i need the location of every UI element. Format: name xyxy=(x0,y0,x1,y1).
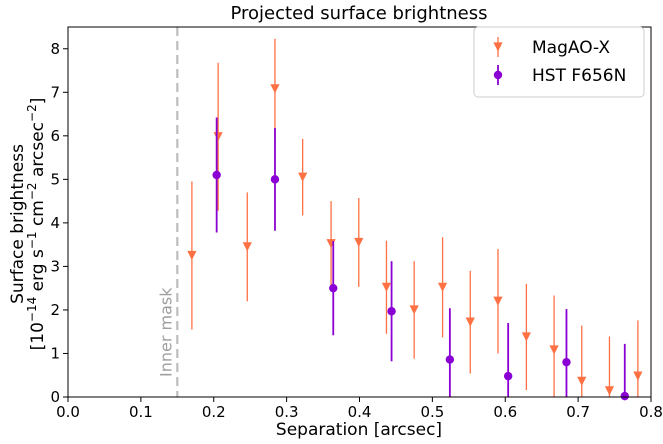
x-tick-label: 0.3 xyxy=(275,403,299,421)
legend-marker xyxy=(493,70,503,80)
data-point xyxy=(577,376,587,386)
legend: MagAO-X HST F656N xyxy=(473,26,645,98)
y-label-exponent: −2 xyxy=(25,104,39,122)
x-tick-label: 0.8 xyxy=(639,403,663,421)
data-point xyxy=(326,239,336,249)
data-point xyxy=(549,345,559,355)
legend-marker xyxy=(493,42,503,52)
series-hst xyxy=(212,117,629,401)
data-point xyxy=(242,242,252,252)
y-axis-label-line2: [10−14 erg s−1 cm−2 arcsec−2] xyxy=(25,98,48,351)
data-point xyxy=(212,170,221,180)
data-point xyxy=(387,307,396,316)
y-tick-label: 1 xyxy=(50,344,60,362)
x-tick-label: 0.7 xyxy=(566,403,590,421)
y-tick-label: 6 xyxy=(50,127,60,145)
x-tick-label: 0.4 xyxy=(348,403,372,421)
data-point xyxy=(298,172,308,182)
y-tick-label: 4 xyxy=(50,214,60,232)
data-point xyxy=(493,296,503,306)
y-tick-label: 2 xyxy=(50,301,60,319)
axes: 0.0 0.1 0.2 0.3 0.4 0.5 0.6 0.7 0.8 0 1 2 3 4 5 6 7 8 xyxy=(50,26,663,421)
data-point xyxy=(409,305,419,315)
y-label-text: ] xyxy=(28,98,48,105)
data-point xyxy=(465,317,475,327)
y-label-exponent: −14 xyxy=(25,297,39,322)
data-point xyxy=(562,357,571,367)
series-magaox xyxy=(187,38,643,397)
legend-label: HST F656N xyxy=(532,66,626,86)
x-tick-label: 0.2 xyxy=(202,403,226,421)
y-label-text: cm xyxy=(28,200,48,231)
y-axis-label-line1: Surface brightness xyxy=(8,144,28,304)
plot-area: Inner mask xyxy=(156,27,643,401)
y-tick-label: 8 xyxy=(50,40,60,58)
y-label-exponent: −1 xyxy=(25,231,39,249)
data-point xyxy=(503,371,513,381)
y-tick-label: 7 xyxy=(50,83,60,101)
data-point xyxy=(354,237,364,248)
data-point xyxy=(329,283,338,293)
y-label-text: erg s xyxy=(28,249,48,297)
data-point xyxy=(270,84,280,94)
data-point xyxy=(445,355,455,364)
data-point xyxy=(213,132,223,142)
y-tick-label: 3 xyxy=(50,257,60,275)
y-tick-label: 5 xyxy=(50,170,60,188)
x-tick-label: 0.6 xyxy=(493,403,517,421)
data-point xyxy=(270,175,280,184)
data-point xyxy=(187,250,197,261)
legend-box xyxy=(473,26,645,98)
data-point xyxy=(620,391,629,401)
legend-label: MagAO-X xyxy=(532,38,610,58)
y-label-text: [10 xyxy=(28,322,48,350)
y-label-exponent: −2 xyxy=(25,182,39,200)
data-point xyxy=(521,332,531,342)
legend-entry-hst: HST F656N xyxy=(493,65,626,86)
inner-mask-label: Inner mask xyxy=(156,287,175,377)
y-label-text: arcsec xyxy=(28,122,48,182)
chart-title: Projected surface brightness xyxy=(230,3,487,24)
data-point xyxy=(437,282,448,292)
data-point xyxy=(633,371,643,381)
data-point xyxy=(381,282,392,292)
y-axis-label: Surface brightness [10−14 erg s−1 cm−2 a… xyxy=(8,98,48,351)
legend-entry-magaox: MagAO-X xyxy=(493,37,610,58)
x-tick-label: 0.1 xyxy=(129,403,153,421)
x-tick-label: 0.5 xyxy=(420,403,444,421)
y-tick-label: 0 xyxy=(50,388,60,406)
x-tick-label: 0.0 xyxy=(56,403,80,421)
data-point xyxy=(604,386,615,396)
x-axis-label: Separation [arcsec] xyxy=(276,420,442,440)
